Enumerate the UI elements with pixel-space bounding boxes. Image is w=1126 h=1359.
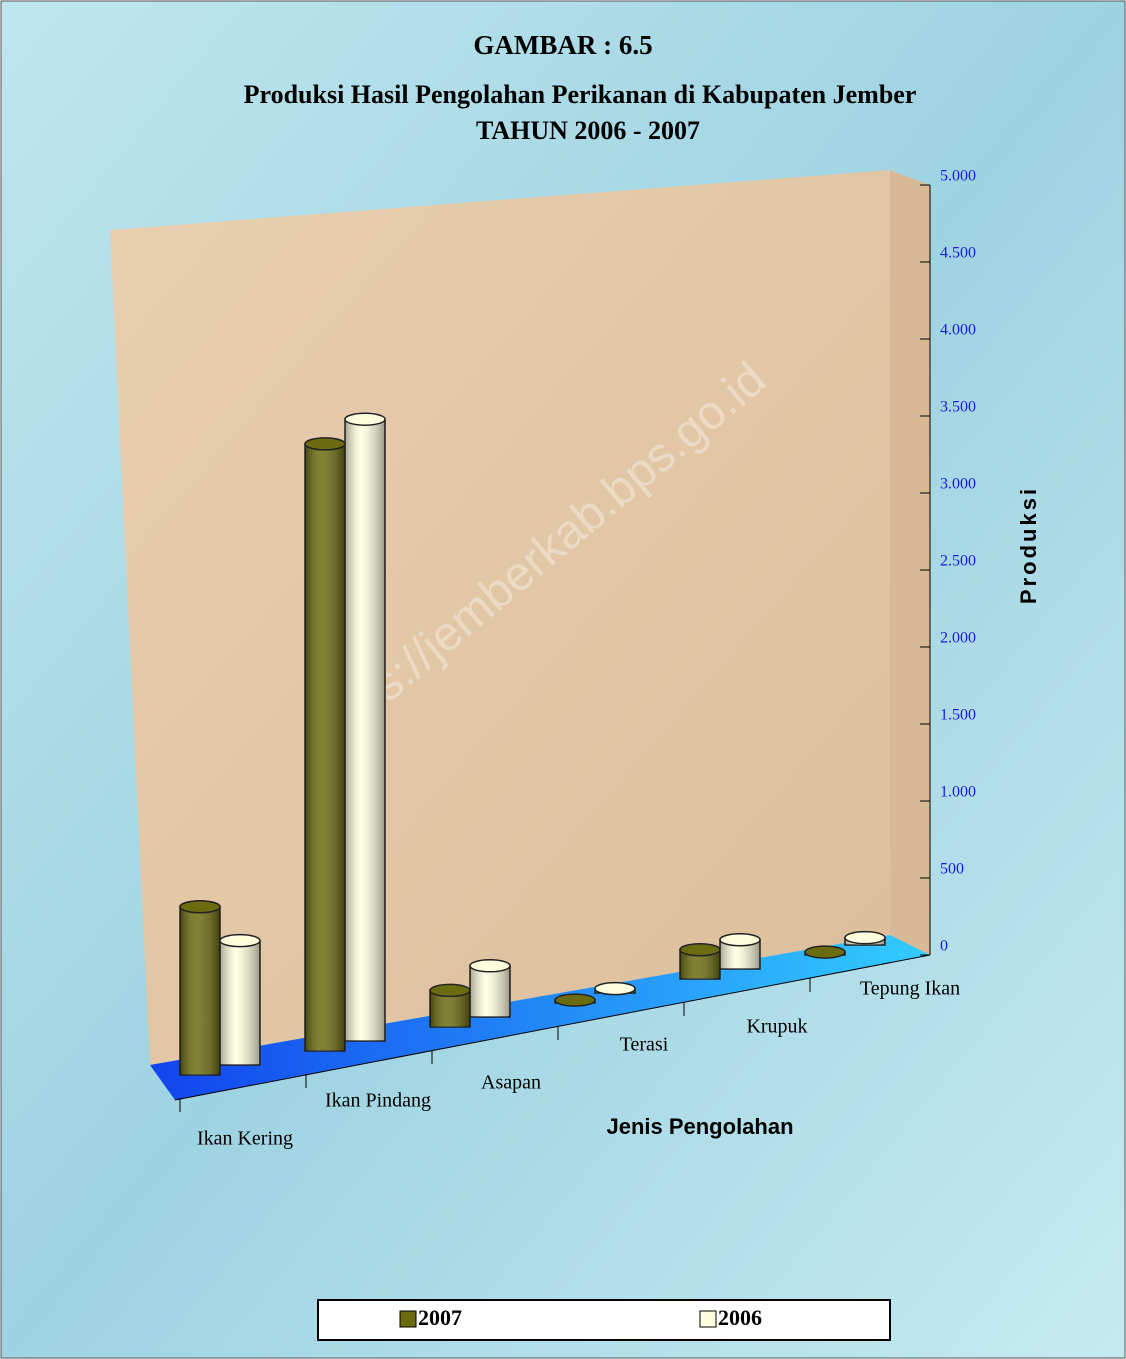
chart-title: GAMBAR : 6.5 — [473, 30, 652, 60]
y-tick-label: 2.500 — [940, 553, 976, 570]
y-tick-label: 3.000 — [940, 476, 976, 493]
x-tick-label: Asapan — [481, 1072, 541, 1094]
bar-top — [804, 945, 846, 959]
y-tick-label: 1.500 — [940, 707, 976, 724]
bar — [219, 939, 261, 1066]
bar-top — [469, 959, 511, 973]
bar-top — [429, 983, 471, 998]
x-tick-label: Terasi — [620, 1034, 669, 1056]
chart-subtitle: Produksi Hasil Pengolahan Perikanan di K… — [244, 80, 917, 109]
y-tick-label: 1.000 — [940, 784, 976, 801]
legend-swatch — [399, 1310, 417, 1328]
legend-swatch — [699, 1310, 717, 1328]
y-tick-label: 4.000 — [940, 322, 976, 339]
legend-label: 2007 — [418, 1305, 462, 1330]
bar-top — [594, 981, 636, 996]
y-tick-label: 0 — [940, 938, 948, 955]
x-tick-label: Ikan Kering — [197, 1128, 293, 1150]
bar-top — [304, 437, 346, 451]
bar-top — [344, 412, 386, 426]
bar-top — [554, 993, 596, 1007]
x-axis-label: Jenis Pengolahan — [606, 1114, 793, 1139]
plot-floor — [150, 935, 930, 1100]
y-axis-label: Produksi — [1016, 486, 1041, 604]
y-tick-label: 500 — [940, 861, 964, 878]
y-tick-label: 4.500 — [940, 245, 976, 262]
x-tick-label: Krupuk — [746, 1016, 807, 1038]
x-tick-label: Tepung Ikan — [860, 978, 960, 1000]
side-wall — [890, 170, 930, 955]
bar-top — [844, 930, 886, 945]
bar — [469, 965, 511, 1018]
x-axis — [174, 954, 931, 1101]
bar — [179, 906, 221, 1076]
y-tick-label: 5.000 — [940, 168, 976, 185]
x-tick-label: Ikan Pindang — [325, 1090, 431, 1112]
bar — [344, 418, 386, 1042]
bar — [304, 443, 346, 1052]
y-tick-label: 2.000 — [940, 630, 976, 647]
bar-top — [219, 933, 261, 948]
bar-top — [679, 942, 721, 957]
legend-label: 2006 — [718, 1305, 762, 1330]
chart-subtitle: TAHUN 2006 - 2007 — [476, 116, 700, 145]
bar-top — [719, 932, 761, 947]
bar-top — [179, 900, 221, 914]
y-tick-label: 3.500 — [940, 399, 976, 416]
